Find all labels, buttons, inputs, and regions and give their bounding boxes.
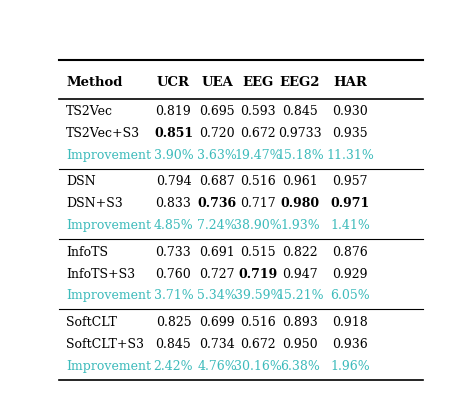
Text: 0.825: 0.825 <box>156 316 191 329</box>
Text: 0.947: 0.947 <box>282 268 318 280</box>
Text: 4.76%: 4.76% <box>197 360 237 373</box>
Text: 7.24%: 7.24% <box>197 219 237 232</box>
Text: 0.516: 0.516 <box>241 176 276 188</box>
Text: 0.930: 0.930 <box>332 105 368 118</box>
Text: UCR: UCR <box>157 76 190 89</box>
Text: 0.516: 0.516 <box>241 316 276 329</box>
Text: 0.845: 0.845 <box>156 338 191 351</box>
Text: 0.733: 0.733 <box>156 246 191 259</box>
Text: SoftCLT: SoftCLT <box>66 316 117 329</box>
Text: DSN+S3: DSN+S3 <box>66 197 123 210</box>
Text: 0.691: 0.691 <box>199 246 235 259</box>
Text: 19.47%: 19.47% <box>235 149 282 162</box>
Text: 0.851: 0.851 <box>154 127 193 140</box>
Text: 0.699: 0.699 <box>199 316 235 329</box>
Text: 30.16%: 30.16% <box>235 360 282 373</box>
Text: 39.59%: 39.59% <box>235 290 282 302</box>
Text: 2.42%: 2.42% <box>154 360 193 373</box>
Text: Method: Method <box>66 76 122 89</box>
Text: 5.34%: 5.34% <box>197 290 237 302</box>
Text: 0.918: 0.918 <box>332 316 368 329</box>
Text: 0.734: 0.734 <box>199 338 235 351</box>
Text: 0.720: 0.720 <box>199 127 235 140</box>
Text: TS2Vec: TS2Vec <box>66 105 113 118</box>
Text: 0.760: 0.760 <box>156 268 191 280</box>
Text: Improvement: Improvement <box>66 290 151 302</box>
Text: 0.961: 0.961 <box>282 176 318 188</box>
Text: 0.672: 0.672 <box>241 127 276 140</box>
Text: 6.38%: 6.38% <box>280 360 320 373</box>
Text: 0.845: 0.845 <box>282 105 318 118</box>
Text: 0.876: 0.876 <box>332 246 368 259</box>
Text: 0.719: 0.719 <box>239 268 278 280</box>
Text: 4.85%: 4.85% <box>154 219 193 232</box>
Text: Improvement: Improvement <box>66 219 151 232</box>
Text: 0.950: 0.950 <box>282 338 318 351</box>
Text: 0.794: 0.794 <box>156 176 191 188</box>
Text: 0.695: 0.695 <box>199 105 235 118</box>
Text: 15.21%: 15.21% <box>276 290 324 302</box>
Text: HAR: HAR <box>333 76 367 89</box>
Text: InfoTS: InfoTS <box>66 246 108 259</box>
Text: TS2Vec+S3: TS2Vec+S3 <box>66 127 140 140</box>
Text: 0.593: 0.593 <box>241 105 276 118</box>
Text: 1.41%: 1.41% <box>330 219 370 232</box>
Text: InfoTS+S3: InfoTS+S3 <box>66 268 135 280</box>
Text: 11.31%: 11.31% <box>326 149 374 162</box>
Text: 0.717: 0.717 <box>241 197 276 210</box>
Text: 1.93%: 1.93% <box>280 219 320 232</box>
Text: UEA: UEA <box>201 76 233 89</box>
Text: 0.929: 0.929 <box>332 268 368 280</box>
Text: DSN: DSN <box>66 176 96 188</box>
Text: 0.687: 0.687 <box>199 176 235 188</box>
Text: 1.96%: 1.96% <box>330 360 370 373</box>
Text: 0.935: 0.935 <box>332 127 368 140</box>
Text: 0.727: 0.727 <box>199 268 235 280</box>
Text: 0.819: 0.819 <box>156 105 191 118</box>
Text: 0.957: 0.957 <box>332 176 368 188</box>
Text: 0.672: 0.672 <box>241 338 276 351</box>
Text: 3.71%: 3.71% <box>154 290 193 302</box>
Text: 0.9733: 0.9733 <box>278 127 321 140</box>
Text: 0.893: 0.893 <box>282 316 318 329</box>
Text: 15.18%: 15.18% <box>276 149 324 162</box>
Text: SoftCLT+S3: SoftCLT+S3 <box>66 338 144 351</box>
Text: 0.822: 0.822 <box>282 246 318 259</box>
Text: 6.05%: 6.05% <box>330 290 370 302</box>
Text: 38.90%: 38.90% <box>235 219 282 232</box>
Text: 3.63%: 3.63% <box>197 149 237 162</box>
Text: EEG: EEG <box>243 76 274 89</box>
Text: 0.736: 0.736 <box>198 197 237 210</box>
Text: 0.515: 0.515 <box>241 246 276 259</box>
Text: 0.833: 0.833 <box>156 197 191 210</box>
Text: 0.980: 0.980 <box>280 197 320 210</box>
Text: EEG2: EEG2 <box>280 76 320 89</box>
Text: Improvement: Improvement <box>66 360 151 373</box>
Text: 0.971: 0.971 <box>330 197 370 210</box>
Text: 0.936: 0.936 <box>332 338 368 351</box>
Text: Improvement: Improvement <box>66 149 151 162</box>
Text: 3.90%: 3.90% <box>154 149 193 162</box>
